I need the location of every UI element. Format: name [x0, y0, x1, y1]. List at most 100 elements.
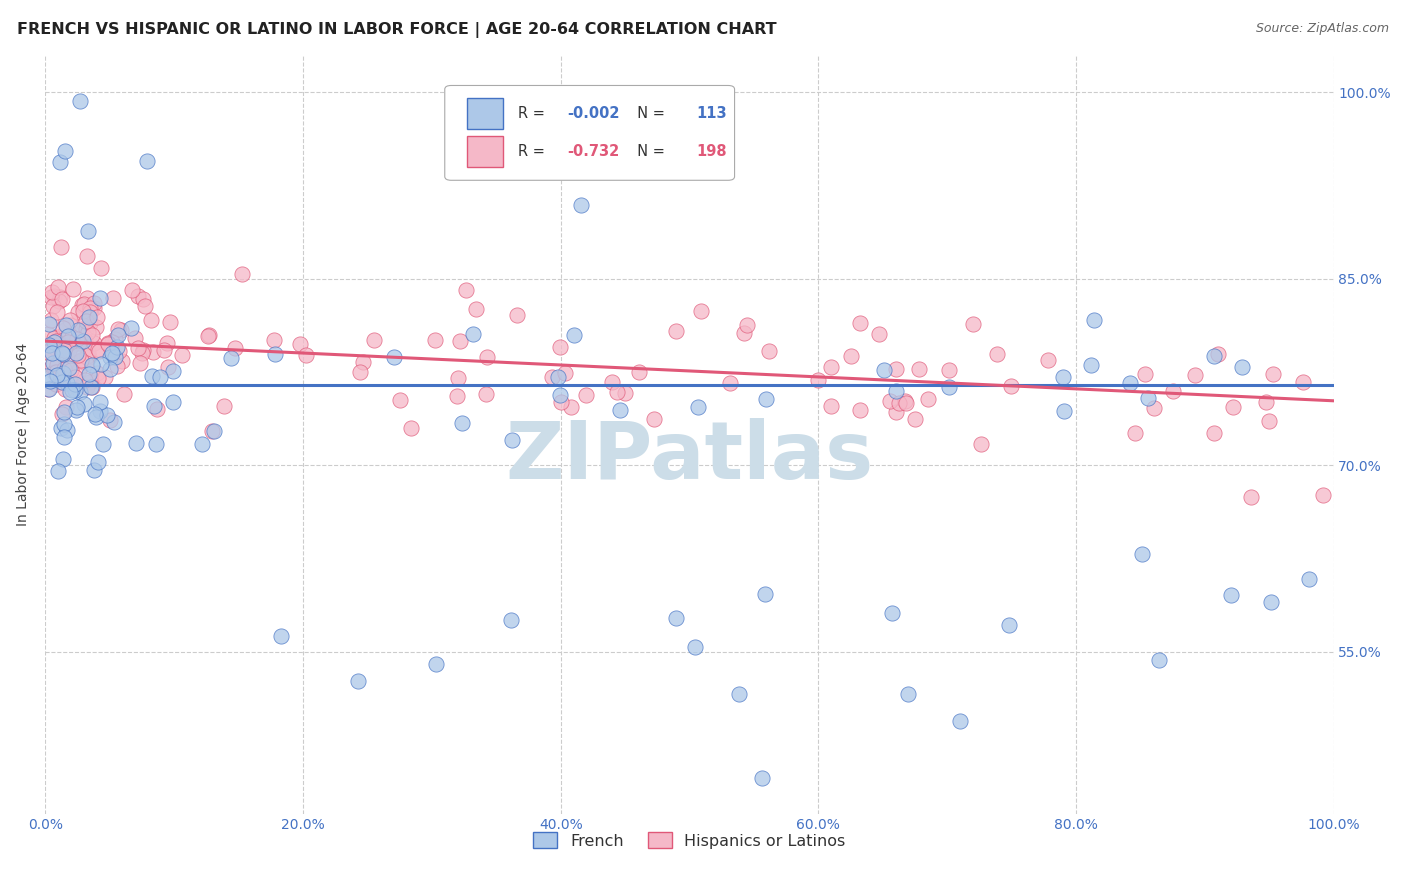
Point: [755, 392, 778, 407]
Point: [751, 771, 773, 785]
Point: [66, 322, 89, 336]
Point: [46, 280, 69, 294]
Point: [107, 328, 129, 343]
Point: [69, 94, 91, 108]
Point: [69, 352, 91, 367]
Point: [110, 354, 132, 368]
Point: [141, 368, 163, 383]
Point: [613, 385, 636, 400]
Point: [66, 332, 89, 346]
Point: [79, 310, 101, 324]
Point: [97, 336, 120, 351]
Point: [540, 370, 562, 384]
Point: [149, 370, 172, 384]
Point: [1119, 376, 1142, 390]
Point: [58, 335, 80, 350]
Point: [38, 318, 60, 332]
Point: [76, 379, 98, 393]
Point: [52, 333, 75, 347]
Point: [52, 405, 75, 419]
Point: [1292, 375, 1315, 389]
Point: [1258, 415, 1281, 429]
Point: [45, 365, 67, 379]
Point: [45, 343, 67, 357]
Point: [77, 325, 100, 339]
Point: [1202, 426, 1225, 441]
Point: [38, 374, 60, 388]
Point: [124, 331, 146, 345]
Point: [65, 346, 87, 360]
Point: [86, 370, 108, 384]
Point: [132, 293, 155, 307]
Point: [38, 382, 60, 396]
Point: [606, 385, 628, 400]
Point: [60, 384, 83, 398]
Point: [849, 403, 872, 417]
Point: [58, 371, 80, 385]
Point: [295, 348, 318, 362]
Point: [1260, 595, 1282, 609]
Point: [83, 296, 105, 310]
Point: [475, 387, 498, 401]
Point: [53, 343, 76, 357]
Point: [53, 145, 76, 159]
Point: [56, 423, 79, 437]
Point: [550, 394, 572, 409]
Point: [41, 359, 63, 373]
Point: [96, 335, 118, 350]
Point: [79, 304, 101, 318]
Point: [84, 409, 107, 424]
Point: [139, 313, 162, 327]
Point: [201, 424, 224, 438]
Point: [46, 368, 69, 382]
Point: [80, 380, 103, 394]
Point: [52, 430, 75, 444]
Point: [77, 224, 100, 238]
Point: [1254, 395, 1277, 409]
Point: [683, 640, 706, 655]
Point: [108, 343, 131, 358]
Point: [1298, 572, 1320, 586]
Point: [37, 345, 59, 359]
Point: [807, 372, 830, 386]
Point: [463, 327, 485, 342]
Point: [48, 293, 70, 308]
Point: [198, 328, 221, 343]
Point: [231, 267, 253, 281]
Point: [103, 416, 125, 430]
Point: [349, 365, 371, 379]
Point: [76, 344, 98, 359]
Point: [52, 321, 75, 335]
Point: [970, 436, 993, 450]
Point: [1036, 353, 1059, 368]
Point: [152, 343, 174, 357]
Point: [89, 291, 111, 305]
Point: [87, 454, 110, 468]
Point: [219, 351, 242, 366]
Text: 113: 113: [696, 106, 727, 121]
Point: [59, 313, 82, 327]
Y-axis label: In Labor Force | Age 20-64: In Labor Force | Age 20-64: [15, 343, 30, 526]
Point: [949, 714, 972, 729]
Point: [66, 305, 89, 319]
Point: [1130, 547, 1153, 561]
Point: [48, 330, 70, 344]
Text: R =: R =: [519, 106, 550, 121]
Point: [90, 260, 112, 275]
Point: [107, 322, 129, 336]
Point: [80, 380, 103, 394]
Point: [882, 606, 904, 620]
Point: [665, 611, 688, 625]
Text: -0.002: -0.002: [567, 106, 620, 121]
Point: [56, 328, 79, 343]
Point: [41, 285, 63, 299]
Point: [820, 399, 842, 413]
Point: [142, 345, 165, 359]
Point: [41, 346, 63, 360]
Point: [38, 338, 60, 352]
Point: [56, 337, 79, 351]
Point: [1147, 653, 1170, 667]
Point: [49, 240, 72, 254]
Point: [839, 349, 862, 363]
Point: [51, 345, 73, 359]
